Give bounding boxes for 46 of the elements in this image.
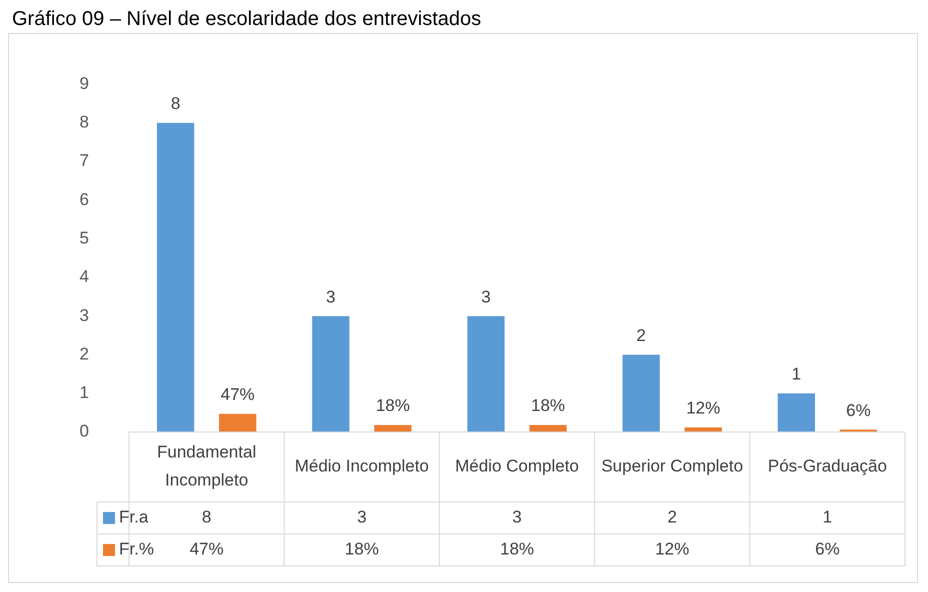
text: 3 — [326, 287, 336, 306]
legend-label: Fr.a — [119, 508, 149, 527]
text: 18% — [531, 396, 566, 416]
text: 3 — [481, 287, 491, 306]
data-label: 3 — [357, 508, 367, 527]
text: 6% — [846, 400, 871, 420]
data-label: 18% — [344, 540, 379, 559]
x-tick-label: Pós-Graduação — [768, 456, 887, 476]
bar — [529, 425, 567, 432]
y-tick-label: 5 — [80, 228, 89, 248]
bar — [219, 414, 256, 432]
data-label: 47% — [190, 540, 224, 559]
y-tick-label: 1 — [80, 383, 89, 402]
y-tick-label: 9 — [80, 74, 89, 93]
bar — [778, 393, 815, 432]
data-label: 3 — [512, 508, 522, 527]
bar — [622, 354, 660, 432]
x-tick-label: Médio Completo — [455, 456, 579, 476]
y-tick-label: 0 — [80, 422, 89, 441]
text: 18% — [376, 396, 410, 416]
data-label: 8 — [202, 508, 212, 527]
data-label: 6% — [815, 540, 840, 559]
text: 8 — [170, 94, 180, 114]
x-tick-label: Fundamental Incompleto — [156, 442, 256, 490]
bar — [312, 316, 350, 432]
data-label: 18% — [500, 540, 534, 559]
legend-label: Fr.% — [119, 540, 154, 559]
y-tick-label: 6 — [80, 190, 89, 209]
text: 12% — [686, 398, 720, 418]
data-label: 12% — [655, 540, 690, 559]
text: 2 — [636, 326, 646, 345]
x-tick-label: Superior Completo — [601, 456, 744, 476]
text: 47% — [220, 385, 255, 404]
y-tick-label: 4 — [80, 267, 89, 286]
y-tick-label: 2 — [80, 344, 89, 364]
text: 1 — [792, 364, 802, 384]
bar — [374, 425, 412, 432]
x-tick-label: Médio Incompleto — [294, 456, 429, 476]
bar — [156, 122, 194, 432]
chart-title: Gráfico 09 – Nível de escolaridade dos entrevistados — [11, 8, 482, 32]
y-tick-label: 3 — [80, 306, 89, 325]
y-tick-label: 8 — [80, 112, 89, 132]
bar — [467, 316, 505, 432]
data-label: 1 — [822, 508, 832, 527]
y-tick-label: 7 — [80, 151, 89, 170]
data-label: 2 — [667, 508, 677, 527]
